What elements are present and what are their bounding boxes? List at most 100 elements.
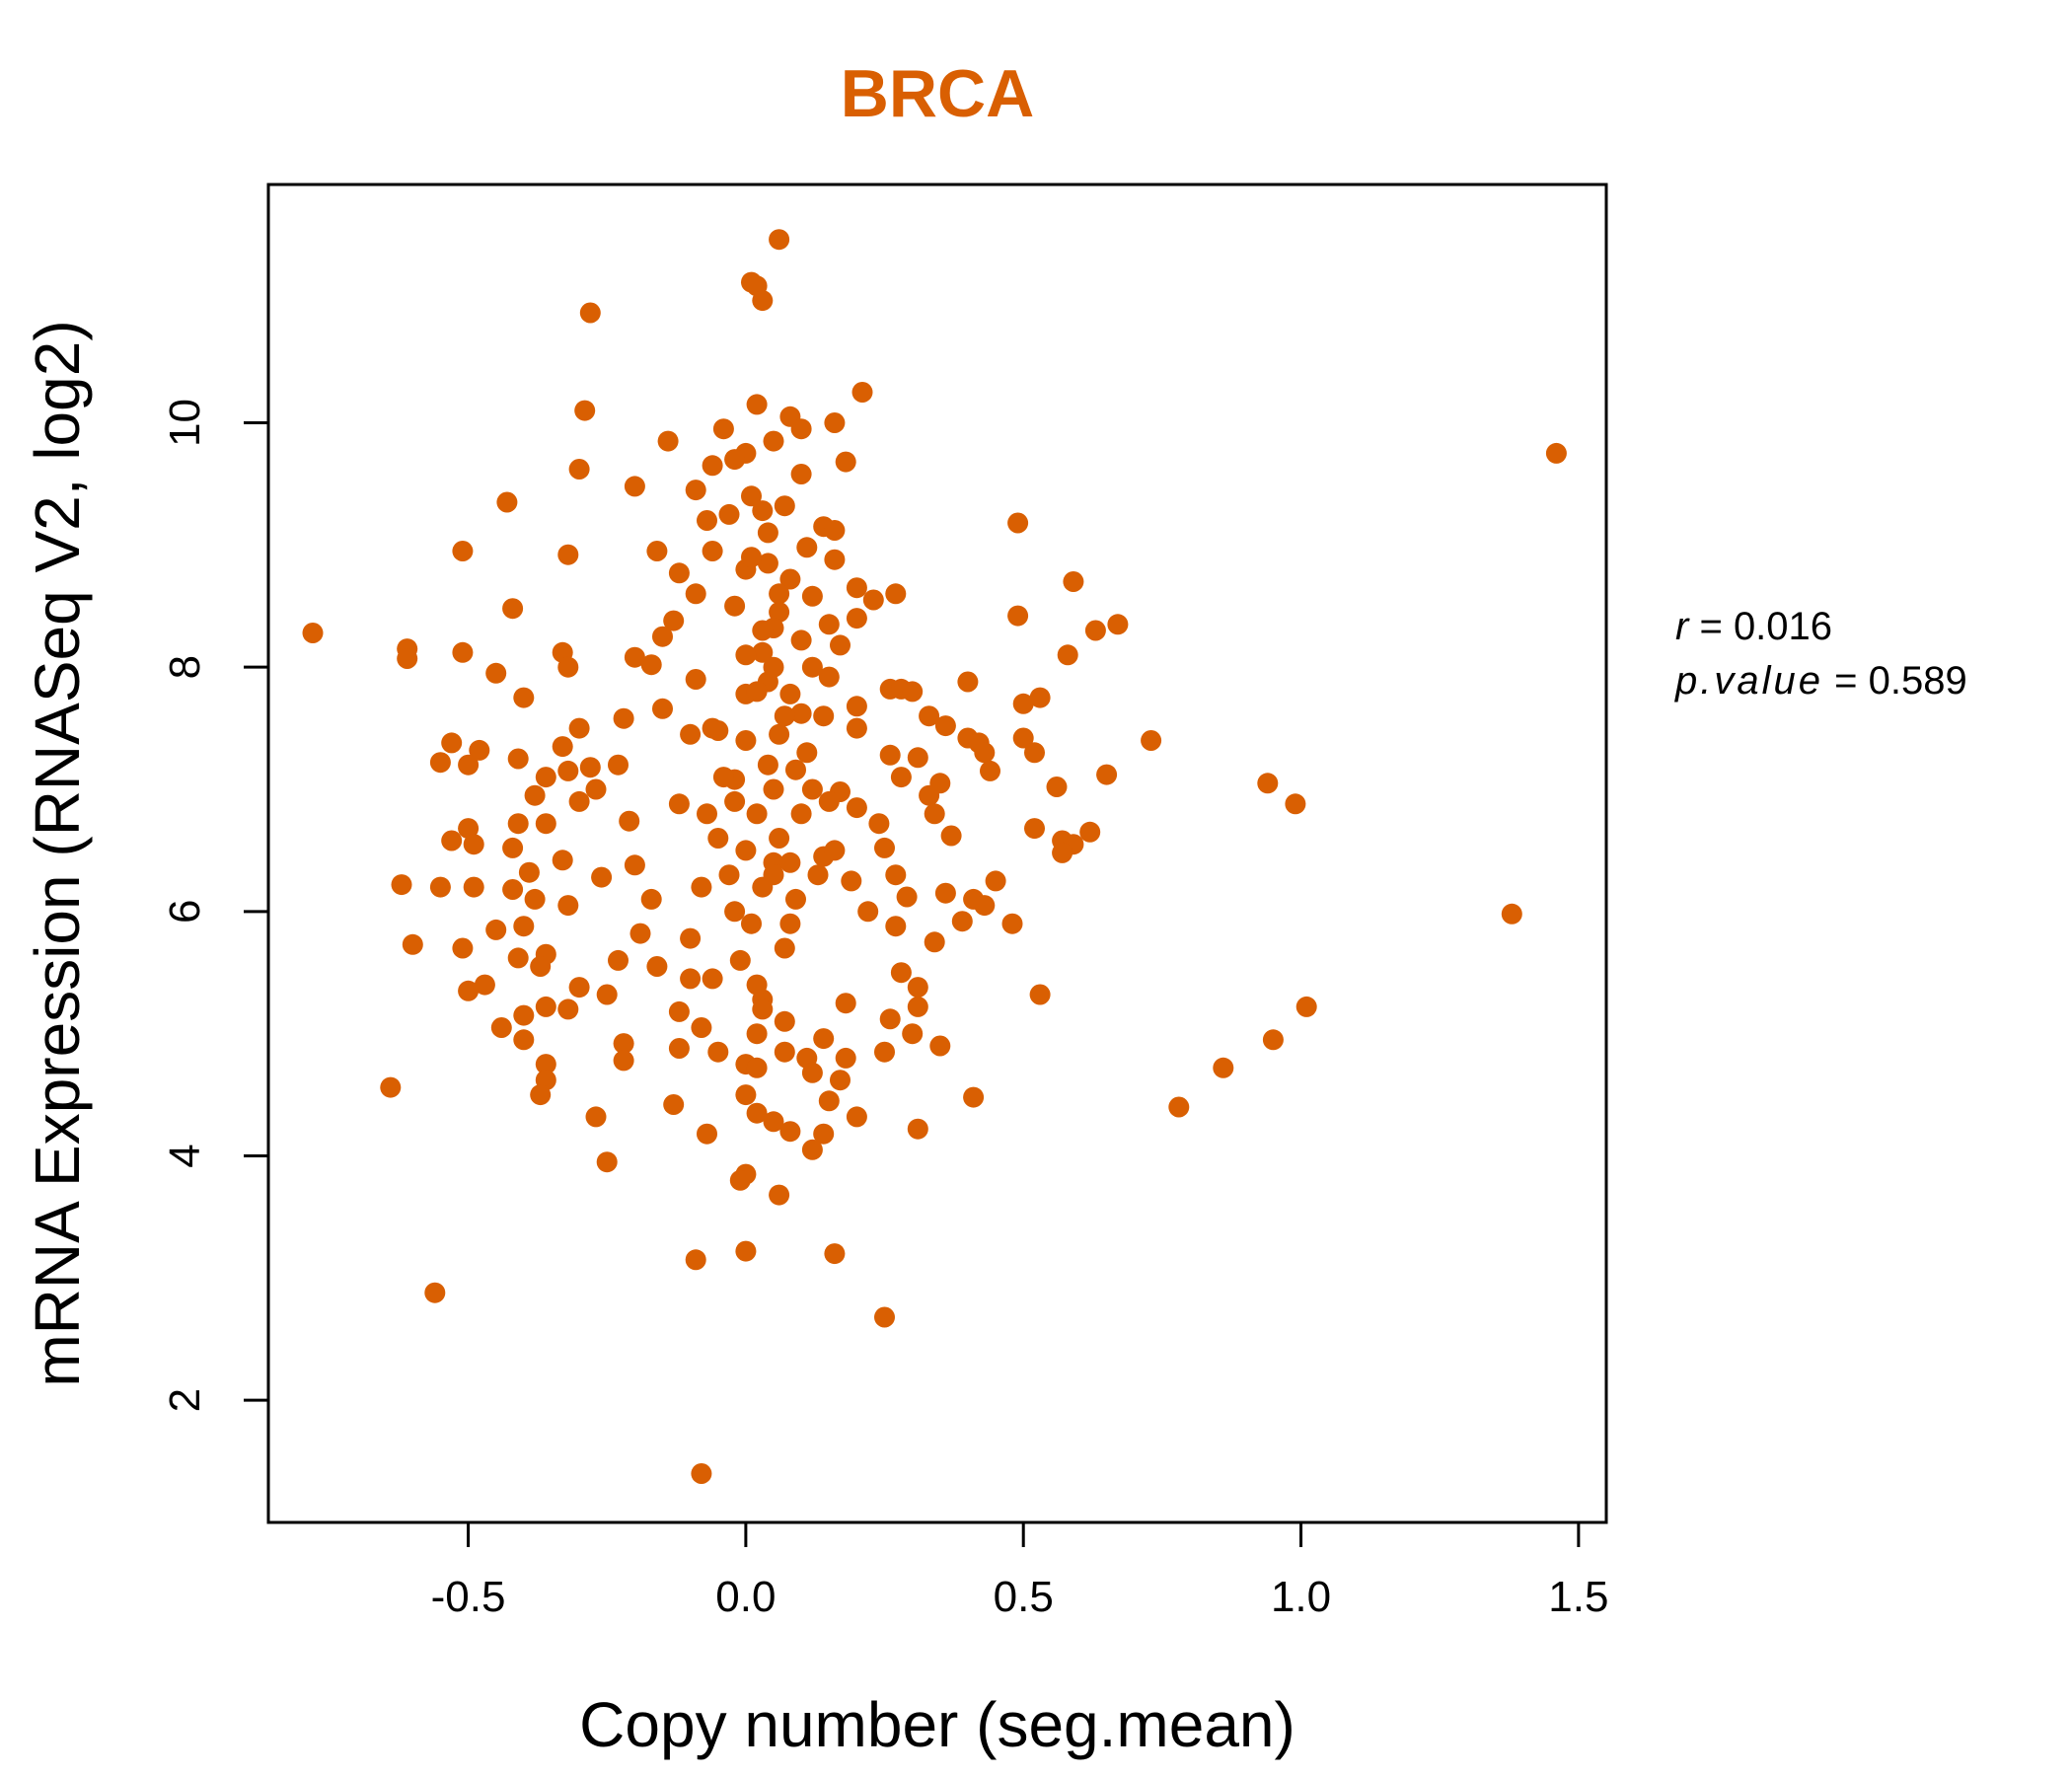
data-point: [513, 1004, 535, 1026]
data-point: [879, 744, 901, 766]
data-point: [846, 717, 867, 739]
data-point: [774, 705, 795, 727]
data-point: [724, 449, 746, 471]
data-point: [1024, 818, 1045, 840]
data-point: [752, 641, 774, 663]
data-point: [801, 656, 823, 678]
data-point: [608, 949, 629, 971]
data-point: [746, 1023, 768, 1045]
data-point: [507, 748, 529, 770]
correlation-stats: r = 0.016 p.value = 0.589: [1674, 605, 1967, 703]
data-point: [557, 656, 579, 678]
data-point: [779, 568, 801, 590]
data-point: [779, 683, 801, 704]
data-point: [535, 767, 556, 788]
data-point: [657, 430, 679, 452]
data-point: [835, 993, 856, 1014]
data-point: [746, 974, 768, 996]
data-point: [735, 730, 757, 751]
data-point: [1052, 842, 1073, 863]
data-point: [785, 888, 806, 910]
data-point: [490, 1017, 512, 1038]
data-point: [769, 828, 790, 849]
data-point: [1079, 821, 1101, 843]
data-point: [757, 553, 778, 574]
data-point: [746, 1057, 768, 1078]
data-point: [796, 742, 818, 764]
data-point: [619, 810, 640, 832]
data-point: [741, 485, 762, 507]
data-point: [846, 608, 867, 629]
data-point: [585, 778, 607, 800]
data-point: [879, 1008, 901, 1030]
data-point: [801, 778, 823, 800]
data-point: [735, 840, 757, 861]
data-point: [568, 717, 590, 739]
data-point: [1007, 512, 1029, 534]
data-point: [380, 1076, 402, 1098]
data-point: [557, 999, 579, 1020]
data-point: [507, 813, 529, 835]
data-point: [813, 1123, 835, 1145]
data-point: [763, 430, 784, 452]
data-point: [429, 752, 451, 774]
data-point: [907, 977, 928, 999]
data-point: [818, 614, 840, 635]
x-tick-label: 0.0: [715, 1573, 776, 1621]
data-point: [907, 747, 928, 769]
data-point: [613, 1033, 634, 1055]
data-point: [1063, 571, 1084, 592]
data-point: [746, 681, 768, 703]
data-point: [458, 980, 480, 1001]
data-point: [779, 913, 801, 934]
data-point: [940, 825, 962, 847]
data-point: [846, 696, 867, 717]
data-point: [568, 977, 590, 999]
data-point: [741, 547, 762, 568]
data-point: [885, 583, 907, 605]
data-point: [779, 1121, 801, 1143]
data-point: [691, 876, 712, 898]
data-point: [646, 956, 668, 977]
r-stat-line: r = 0.016: [1675, 605, 1832, 648]
data-point: [974, 895, 996, 917]
data-point: [985, 870, 1006, 892]
data-point: [1545, 442, 1567, 464]
y-tick-label: 8: [161, 655, 209, 679]
data-point: [1007, 605, 1029, 627]
data-point: [530, 956, 552, 977]
data-point: [591, 866, 613, 888]
data-point: [707, 828, 729, 849]
x-tick-label: 1.0: [1271, 1573, 1331, 1621]
data-point: [769, 723, 790, 745]
data-point: [1168, 1096, 1190, 1118]
data-point: [424, 1282, 446, 1303]
data-point: [624, 646, 645, 668]
x-tick-label: 1.5: [1548, 1573, 1608, 1621]
data-point: [1029, 984, 1051, 1005]
data-point: [640, 888, 662, 910]
data-point: [724, 901, 746, 923]
data-point: [824, 549, 846, 570]
data-point: [957, 671, 979, 693]
data-point: [746, 394, 768, 415]
data-point: [502, 879, 524, 900]
data-point: [835, 1047, 856, 1069]
data-point: [862, 589, 884, 611]
data-point: [813, 1028, 835, 1050]
data-point: [746, 1102, 768, 1124]
x-tick-label: 0.5: [994, 1573, 1054, 1621]
data-point: [813, 705, 835, 727]
data-point: [1057, 644, 1078, 666]
data-point: [712, 767, 734, 788]
data-point: [1107, 614, 1129, 635]
data-point: [718, 864, 740, 886]
data-point: [663, 610, 685, 631]
data-point: [668, 1038, 690, 1059]
data-point: [585, 1106, 607, 1128]
data-point: [824, 520, 846, 541]
data-point: [774, 495, 795, 517]
data-point: [624, 854, 645, 876]
data-point: [824, 412, 846, 433]
data-point: [680, 927, 702, 949]
